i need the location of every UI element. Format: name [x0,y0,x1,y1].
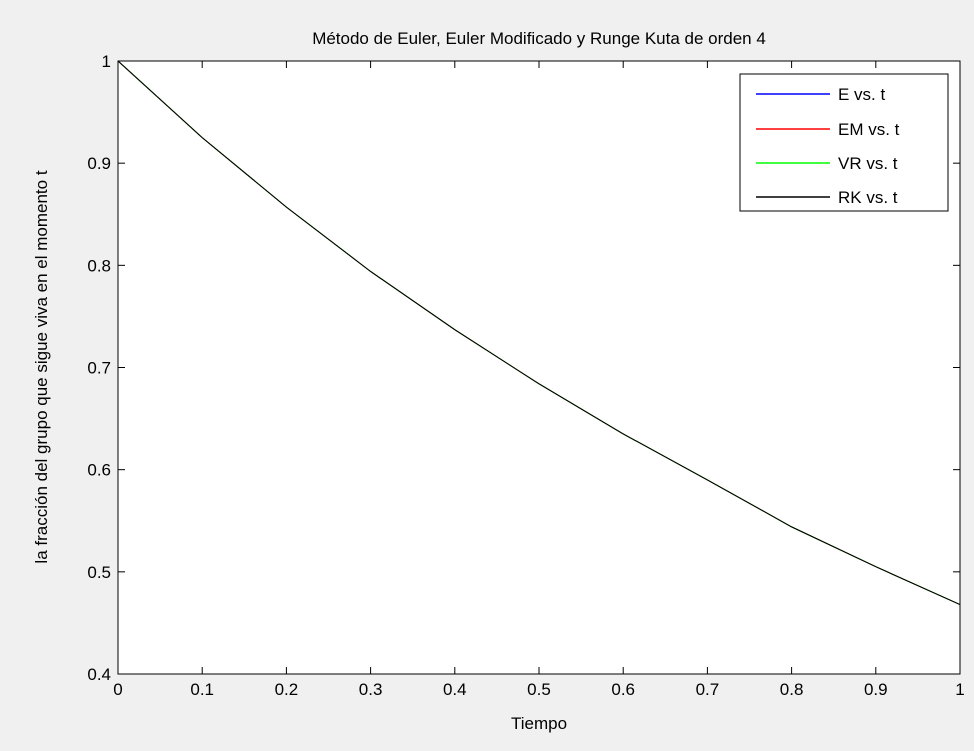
legend-label-1: EM vs. t [838,120,900,139]
legend-box [739,73,949,212]
x-tick-label: 0.2 [275,680,299,699]
y-tick-label: 1 [102,52,111,71]
x-tick-label: 0.8 [780,680,804,699]
chart-title: Método de Euler, Euler Modificado y Rung… [312,29,766,48]
legend-label-3: RK vs. t [838,188,898,207]
y-tick-label: 0.8 [87,256,111,275]
x-tick-label: 0.6 [611,680,635,699]
x-tick-label: 0.4 [443,680,467,699]
x-tick-label: 0.3 [359,680,383,699]
x-tick-label: 0.5 [527,680,551,699]
x-axis-label: Tiempo [511,714,567,733]
x-tick-label: 0.9 [864,680,888,699]
x-tick-label: 0.1 [190,680,214,699]
y-axis-label: la fracción del grupo que sigue viva en … [32,170,51,563]
y-tick-label: 0.4 [87,665,111,684]
y-tick-label: 0.9 [87,154,111,173]
legend-label-2: VR vs. t [838,154,898,173]
legend: E vs. t EM vs. t VR vs. t RK vs. t [739,73,949,212]
series-line-3 [117,60,961,605]
legend-label-0: E vs. t [838,85,886,104]
y-tick-label: 0.7 [87,359,111,378]
y-tick-label: 0.6 [87,461,111,480]
x-tick-label: 0 [113,680,122,699]
y-tick-label: 0.5 [87,563,111,582]
x-tick-label: 0.7 [696,680,720,699]
x-tick-label: 1 [955,680,964,699]
